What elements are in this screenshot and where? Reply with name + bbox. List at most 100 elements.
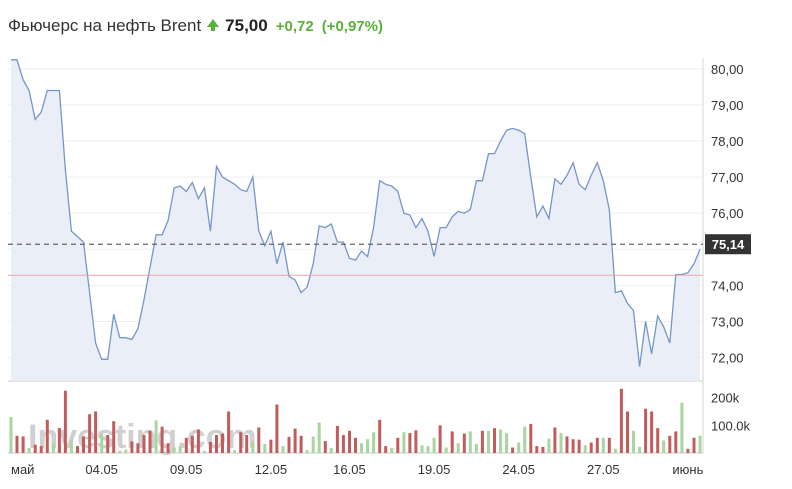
volume-bar	[626, 411, 629, 453]
y-tick-label: 74,00	[711, 278, 744, 293]
volume-bar	[172, 447, 176, 453]
volume-bar	[269, 439, 273, 453]
volume-bar	[82, 436, 85, 453]
volume-tick-label: 200k	[711, 391, 740, 406]
volume-bar	[45, 419, 49, 453]
volume-bar	[166, 443, 170, 453]
volume-bar	[662, 440, 666, 453]
volume-bar	[656, 428, 660, 453]
y-tick-label: 73,00	[711, 314, 744, 329]
volume-bar	[493, 428, 496, 453]
volume-bar	[263, 443, 267, 453]
volume-bar	[190, 435, 194, 453]
volume-bar	[366, 439, 370, 453]
volume-bar	[360, 443, 363, 453]
volume-bar	[293, 428, 297, 453]
volume-bar	[686, 448, 690, 453]
volume-bar	[257, 427, 261, 453]
volume-bar	[450, 431, 454, 453]
volume-bar	[384, 446, 388, 453]
volume-bar	[299, 435, 303, 453]
x-tick-label: 24.05	[502, 462, 535, 477]
volume-bar	[100, 433, 104, 453]
volume-bar	[202, 450, 206, 453]
volume-bar	[178, 446, 182, 453]
volume-bar	[408, 433, 412, 453]
volume-bar	[317, 422, 321, 453]
volume-tick-label: 100.0k	[711, 418, 751, 433]
y-tick-label: 78,00	[711, 134, 744, 149]
volume-bar	[547, 438, 551, 453]
volume-bar	[456, 443, 460, 453]
y-tick-label: 76,00	[711, 206, 744, 221]
y-tick-label: 79,00	[711, 98, 744, 113]
volume-bar	[523, 426, 527, 453]
volume-bar	[372, 432, 376, 453]
price-series-line	[11, 59, 701, 367]
volume-bar	[632, 430, 635, 453]
x-axis-labels: май 04.05 09.05 12.05 16.05 19.05 24.05 27.05 ию…	[11, 462, 704, 477]
x-tick-label: 04.05	[85, 462, 118, 477]
volume-bar	[118, 450, 122, 453]
volume-bar	[565, 436, 569, 453]
volume-bar	[354, 437, 357, 453]
volume-bar	[480, 430, 484, 453]
volume-bar	[601, 437, 605, 453]
volume-bar	[462, 433, 466, 453]
volume-bar	[426, 446, 430, 453]
volume-bar	[221, 433, 224, 453]
volume-bar	[208, 441, 212, 453]
volume-bar	[444, 447, 448, 453]
x-tick-label: 16.05	[333, 462, 366, 477]
volume-bar	[9, 417, 13, 453]
reference-lines	[8, 243, 703, 276]
volume-bar	[348, 430, 351, 453]
volume-bar	[680, 402, 684, 453]
volume-bar	[511, 447, 515, 453]
volume-bar	[650, 411, 654, 453]
volume-bar	[94, 411, 98, 453]
volume-bar	[130, 441, 134, 453]
x-tick-label: май	[11, 462, 34, 477]
volume-bar	[438, 425, 442, 453]
volume-bar	[390, 448, 394, 453]
volume-bar	[281, 446, 285, 453]
y-tick-label: 77,00	[711, 170, 744, 185]
volume-bar	[239, 432, 243, 453]
volume-bar	[335, 425, 339, 453]
volume-bar	[529, 423, 533, 453]
volume-bar	[668, 435, 672, 453]
instrument-title: Фьючерс на нефть Brent	[8, 16, 202, 35]
volume-bar	[124, 449, 128, 453]
volume-bar	[69, 440, 73, 453]
volume-bar	[215, 435, 218, 453]
volume-bar	[396, 437, 400, 453]
volume-bar	[583, 445, 587, 453]
volume-bar	[287, 436, 291, 453]
volume-bar	[311, 436, 315, 453]
volume-bars	[9, 388, 702, 453]
volume-bar	[63, 390, 67, 453]
volume-bar	[88, 414, 92, 453]
volume-bar	[15, 435, 19, 453]
x-tick-label: июнь	[672, 462, 703, 477]
last-price: 75,00	[225, 16, 268, 35]
price-area	[11, 59, 700, 382]
up-arrow-icon	[207, 19, 220, 31]
volume-bar	[245, 435, 249, 453]
volume-bar	[468, 431, 472, 453]
volume-bar	[21, 436, 25, 453]
volume-bar	[39, 446, 43, 453]
volume-bar	[57, 428, 61, 453]
volume-bar	[106, 435, 110, 453]
volume-bar	[607, 437, 611, 453]
volume-bar	[420, 445, 424, 453]
volume-bar	[505, 433, 509, 453]
price-line	[11, 59, 701, 367]
volume-bar	[112, 421, 116, 453]
current-price-label: 75,14	[712, 237, 745, 252]
volume-bar	[535, 446, 539, 453]
price-area-fill	[11, 59, 700, 382]
volume-bar	[402, 432, 406, 453]
